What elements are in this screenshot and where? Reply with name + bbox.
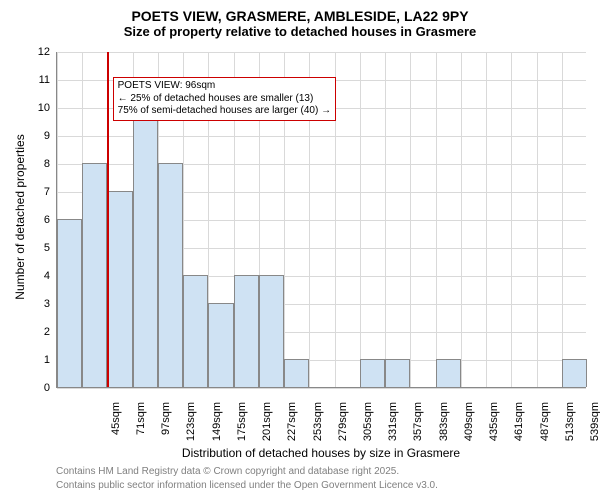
histogram-bar	[436, 359, 461, 387]
annotation-line3: 75% of semi-detached houses are larger (…	[118, 105, 331, 118]
histogram-bar	[57, 219, 82, 387]
histogram-bar	[208, 303, 233, 387]
histogram-bar	[82, 163, 107, 387]
histogram-bar	[360, 359, 385, 387]
histogram-bar	[259, 275, 284, 387]
footer-line-2: Contains public sector information licen…	[56, 480, 438, 491]
x-tick-label: 383sqm	[438, 402, 450, 452]
y-tick-label: 2	[28, 326, 50, 338]
x-tick-label: 253sqm	[312, 402, 324, 452]
x-tick-label: 71sqm	[135, 402, 147, 452]
histogram-bar	[284, 359, 309, 387]
x-tick-label: 305sqm	[362, 402, 374, 452]
y-tick-label: 5	[28, 242, 50, 254]
gridline-v	[436, 52, 437, 387]
y-tick-label: 10	[28, 102, 50, 114]
y-tick-label: 3	[28, 298, 50, 310]
gridline-h	[57, 388, 586, 389]
plot-area: POETS VIEW: 96sqm ← 25% of detached hous…	[56, 52, 586, 388]
x-tick-label: 227sqm	[286, 402, 298, 452]
annotation-line2: ← 25% of detached houses are smaller (13…	[118, 93, 331, 106]
x-tick-label: 123sqm	[185, 402, 197, 452]
footer-line-1: Contains HM Land Registry data © Crown c…	[56, 466, 399, 477]
y-tick-label: 12	[28, 46, 50, 58]
chart-container: POETS VIEW, GRASMERE, AMBLESIDE, LA22 9P…	[0, 0, 600, 500]
x-tick-label: 175sqm	[236, 402, 248, 452]
annotation-line1: POETS VIEW: 96sqm	[118, 80, 331, 93]
position-marker-line	[107, 52, 109, 387]
y-axis-title: Number of detached properties	[13, 117, 27, 317]
x-tick-label: 331sqm	[387, 402, 399, 452]
x-tick-label: 149sqm	[211, 402, 223, 452]
y-tick-label: 4	[28, 270, 50, 282]
x-tick-label: 487sqm	[539, 402, 551, 452]
gridline-v	[385, 52, 386, 387]
histogram-bar	[158, 163, 183, 387]
y-tick-label: 9	[28, 130, 50, 142]
x-tick-label: 435sqm	[488, 402, 500, 452]
gridline-h	[57, 52, 586, 53]
histogram-bar	[183, 275, 208, 387]
histogram-bar	[107, 191, 132, 387]
x-tick-label: 409sqm	[463, 402, 475, 452]
histogram-bar	[385, 359, 410, 387]
gridline-v	[511, 52, 512, 387]
chart-subtitle: Size of property relative to detached ho…	[0, 24, 600, 39]
histogram-bar	[234, 275, 259, 387]
x-tick-label: 513sqm	[564, 402, 576, 452]
chart-title: POETS VIEW, GRASMERE, AMBLESIDE, LA22 9P…	[0, 0, 600, 24]
y-tick-label: 7	[28, 186, 50, 198]
y-tick-label: 11	[28, 74, 50, 86]
x-tick-label: 357sqm	[412, 402, 424, 452]
gridline-v	[486, 52, 487, 387]
histogram-bar	[133, 107, 158, 387]
gridline-v	[410, 52, 411, 387]
gridline-v	[360, 52, 361, 387]
y-tick-label: 0	[28, 382, 50, 394]
gridline-v	[562, 52, 563, 387]
x-tick-label: 97sqm	[160, 402, 172, 452]
x-tick-label: 201sqm	[261, 402, 273, 452]
x-tick-label: 279sqm	[337, 402, 349, 452]
annotation-box: POETS VIEW: 96sqm ← 25% of detached hous…	[113, 77, 336, 121]
histogram-bar	[562, 359, 587, 387]
y-tick-label: 6	[28, 214, 50, 226]
y-tick-label: 8	[28, 158, 50, 170]
x-tick-label: 461sqm	[513, 402, 525, 452]
y-tick-label: 1	[28, 354, 50, 366]
gridline-v	[537, 52, 538, 387]
x-tick-label: 45sqm	[110, 402, 122, 452]
x-tick-label: 539sqm	[589, 402, 600, 452]
gridline-v	[461, 52, 462, 387]
